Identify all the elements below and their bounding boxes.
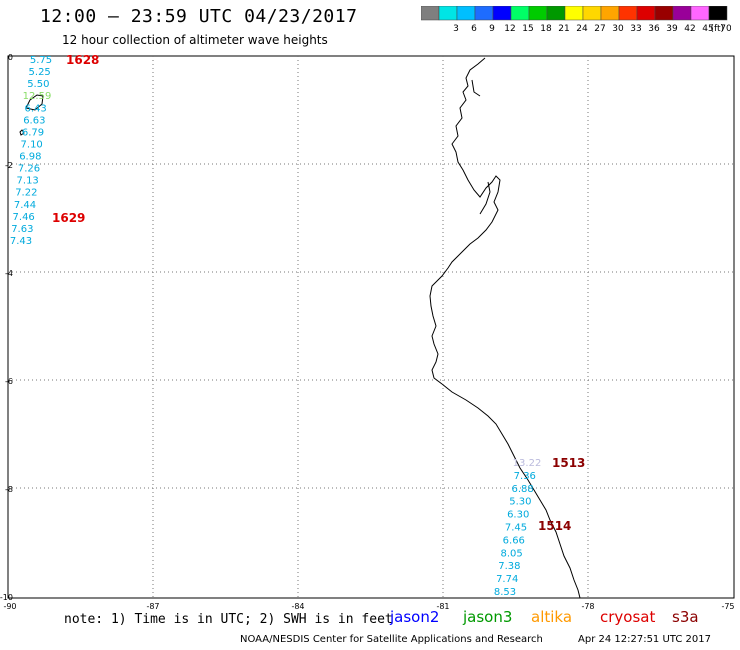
- mission-jason3: jason3: [463, 608, 513, 626]
- wave-height-reading: 5.50: [27, 79, 49, 90]
- wave-height-reading: 7.44: [14, 200, 36, 211]
- map-frame: [7, 55, 735, 599]
- legend-label: 18: [540, 24, 552, 34]
- wave-height-reading: 7.43: [10, 236, 32, 247]
- south-america-coastline: [429, 57, 581, 599]
- wave-height-reading: 7.63: [11, 224, 33, 235]
- x-tick-label: -78: [581, 602, 594, 611]
- legend-label: 9: [489, 24, 495, 34]
- wave-height-reading: 5.30: [509, 497, 531, 508]
- legend-label: 39: [666, 24, 678, 34]
- track-id-label: 1514: [538, 519, 571, 533]
- legend-label: 70: [720, 24, 731, 34]
- legend-label: 27: [594, 24, 605, 34]
- wave-height-reading: 6.88: [511, 484, 533, 495]
- wave-height-reading: 6.79: [22, 127, 44, 138]
- footer-note: note: 1) Time is in UTC; 2) SWH is in fe…: [64, 612, 393, 627]
- x-tick-label: -75: [721, 602, 734, 611]
- legend-label: 42: [684, 24, 695, 34]
- wave-height-reading: 12.59: [23, 91, 52, 102]
- legend-label: 6: [471, 24, 477, 34]
- legend-label: 3: [453, 24, 459, 34]
- axis-tick-labels: 0 -2 -4 -6 -8 -10-90 -87 -84 -81 -78 -75: [0, 53, 735, 611]
- y-tick-label: -8: [5, 485, 13, 494]
- wave-height-reading: 6.66: [503, 535, 525, 546]
- wave-height-reading: 6.63: [23, 115, 45, 126]
- x-tick-label: -87: [146, 602, 159, 611]
- track-id-label: 1628: [66, 53, 99, 67]
- wave-height-reading: 7.26: [18, 164, 40, 175]
- gulf-coast-detail: [471, 79, 491, 215]
- wave-height-reading: 7.45: [505, 523, 527, 534]
- wave-height-reading: 7.13: [17, 176, 39, 187]
- wave-height-reading: 13.22: [513, 458, 542, 469]
- wave-height-reading: 7.36: [514, 471, 536, 482]
- island-outline: [19, 129, 25, 136]
- map-grid: [8, 56, 734, 598]
- track-id-label: 1629: [52, 211, 85, 225]
- legend-label: 21: [558, 24, 569, 34]
- x-tick-label: -81: [436, 602, 449, 611]
- mission-s3a: s3a: [672, 608, 699, 626]
- galapagos-islands: [19, 94, 44, 136]
- y-tick-label: -4: [5, 269, 13, 278]
- legend-unit: (ft): [710, 24, 724, 34]
- wave-height-reading: 6.98: [19, 152, 41, 163]
- legend-label: 24: [576, 24, 588, 34]
- y-tick-label: -2: [5, 161, 13, 170]
- wave-height-reading: 8.53: [494, 587, 516, 598]
- legend-label: 30: [612, 24, 624, 34]
- wave-height-reading: 7.46: [13, 212, 35, 223]
- wave-height-reading: 7.22: [15, 188, 37, 199]
- wave-height-reading: 6.30: [507, 510, 529, 521]
- map-title: 12:00 — 23:59 UTC 04/23/2017: [40, 6, 358, 27]
- wave-height-reading: 7.38: [498, 561, 520, 572]
- legend-label: 12: [504, 24, 515, 34]
- mission-altika: altika: [531, 608, 573, 626]
- x-tick-label: -84: [291, 602, 304, 611]
- legend-label: 36: [648, 24, 660, 34]
- wave-height-reading: 5.75: [30, 55, 52, 66]
- island-outline: [25, 94, 44, 111]
- mission-cryosat: cryosat: [600, 608, 656, 626]
- legend-swatch: [708, 6, 728, 21]
- footer-credit: NOAA/NESDIS Center for Satellite Applica…: [240, 634, 543, 645]
- map-subtitle: 12 hour collection of altimeter wave hei…: [62, 33, 328, 47]
- legend-label: 33: [630, 24, 641, 34]
- track-id-label: 1513: [552, 456, 585, 470]
- mission-jason2: jason2: [390, 608, 440, 626]
- wave-height-reading: 6.43: [25, 103, 47, 114]
- satellite-track-labels: 5.755.255.5012.596.436.636.797.106.987.2…: [10, 53, 586, 598]
- wave-height-reading: 5.25: [29, 67, 51, 78]
- wave-height-reading: 7.10: [21, 139, 43, 150]
- wave-height-reading: 7.74: [496, 574, 518, 585]
- x-tick-label: -90: [3, 602, 16, 611]
- footer-timestamp: Apr 24 12:27:51 UTC 2017: [578, 634, 711, 645]
- y-tick-label: 0: [8, 53, 13, 62]
- wave-height-reading: 8.05: [500, 548, 522, 559]
- y-tick-label: -10: [0, 593, 13, 602]
- y-tick-label: -6: [5, 377, 13, 386]
- wave-height-color-legend: 3 6 9 12 15 18 21 24 27 30 33 36 39 42 45 70(ft): [421, 6, 731, 34]
- legend-label: 45: [702, 24, 713, 34]
- legend-label: 15: [522, 24, 533, 34]
